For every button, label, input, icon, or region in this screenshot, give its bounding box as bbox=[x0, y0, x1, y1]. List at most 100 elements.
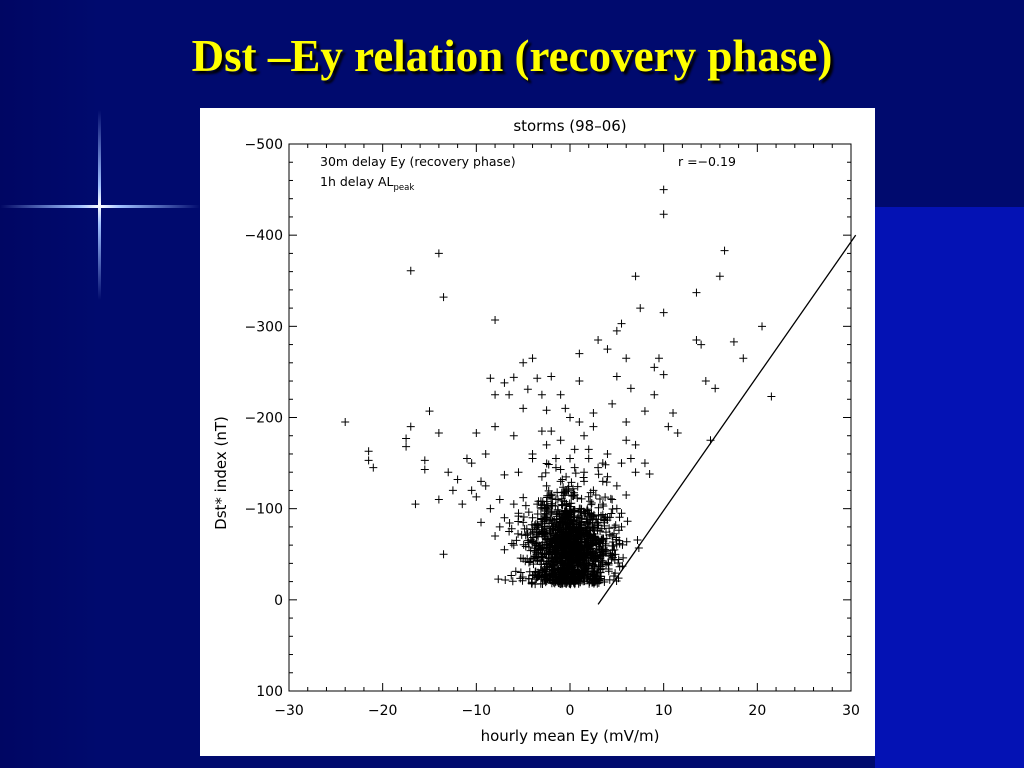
data-point bbox=[556, 390, 565, 399]
data-point bbox=[654, 354, 663, 363]
cluster-point bbox=[586, 497, 595, 506]
chart-panel: −30 −20 −10 0 10 20 30 −500 −400 −300 −200 −100 0 100… bbox=[200, 108, 875, 756]
cluster-point bbox=[611, 569, 620, 578]
cluster-point bbox=[593, 521, 602, 530]
data-point bbox=[420, 465, 429, 474]
cluster-point bbox=[580, 577, 589, 586]
cluster-point bbox=[521, 542, 530, 551]
data-point bbox=[519, 358, 528, 367]
cluster-point bbox=[569, 546, 578, 555]
data-point bbox=[720, 246, 729, 255]
data-point bbox=[509, 431, 518, 440]
x-tick-label: −20 bbox=[368, 703, 398, 719]
data-point bbox=[659, 370, 668, 379]
data-point bbox=[640, 407, 649, 416]
cluster-point bbox=[579, 507, 588, 516]
x-tick-label: −30 bbox=[274, 703, 304, 719]
cluster-point bbox=[551, 520, 560, 529]
data-point bbox=[509, 373, 518, 382]
data-point bbox=[659, 185, 668, 194]
data-point bbox=[402, 442, 411, 451]
cluster-point bbox=[592, 515, 601, 524]
cluster-point bbox=[562, 508, 571, 517]
cluster-point bbox=[546, 514, 555, 523]
cluster-point bbox=[600, 575, 609, 584]
cluster-point bbox=[609, 529, 618, 538]
cluster-point bbox=[559, 574, 568, 583]
cluster-point bbox=[532, 552, 541, 561]
cluster-point bbox=[524, 508, 533, 517]
cluster-point bbox=[560, 561, 569, 570]
data-point bbox=[528, 354, 537, 363]
data-point bbox=[739, 354, 748, 363]
cluster-point bbox=[562, 501, 571, 510]
cluster-point bbox=[530, 546, 539, 555]
data-point bbox=[622, 418, 631, 427]
data-point bbox=[509, 541, 518, 550]
cluster-point bbox=[533, 521, 542, 530]
cluster-point bbox=[525, 567, 534, 576]
data-point bbox=[434, 428, 443, 437]
data-point bbox=[706, 436, 715, 445]
cluster-point bbox=[590, 571, 599, 580]
y-tick-label: −400 bbox=[245, 228, 283, 244]
data-point bbox=[608, 495, 617, 504]
cluster-point bbox=[565, 522, 574, 531]
data-point bbox=[626, 384, 635, 393]
data-point bbox=[561, 404, 570, 413]
cluster-point bbox=[614, 555, 623, 564]
data-point bbox=[523, 385, 532, 394]
data-point bbox=[612, 372, 621, 381]
cluster-point bbox=[577, 542, 586, 551]
cluster-point bbox=[599, 539, 608, 548]
data-point bbox=[701, 377, 710, 386]
cluster-point bbox=[524, 574, 533, 583]
x-tick-label: 10 bbox=[655, 703, 673, 719]
data-point bbox=[584, 445, 593, 454]
cluster-point bbox=[552, 515, 561, 524]
cluster-point bbox=[527, 520, 536, 529]
data-point bbox=[617, 319, 626, 328]
data-point bbox=[406, 266, 415, 275]
cluster-point bbox=[571, 469, 580, 478]
cluster-point bbox=[548, 569, 557, 578]
cluster-point bbox=[512, 536, 521, 545]
data-point bbox=[458, 500, 467, 509]
data-point bbox=[556, 477, 565, 486]
data-point bbox=[636, 304, 645, 313]
data-point bbox=[622, 354, 631, 363]
cluster-point bbox=[520, 524, 529, 533]
cluster-point bbox=[507, 524, 516, 533]
scatter-chart: −30 −20 −10 0 10 20 30−500−400−300−200−1000100… bbox=[212, 117, 860, 745]
cluster-point bbox=[573, 539, 582, 548]
cluster-point bbox=[550, 539, 559, 548]
cluster-point bbox=[533, 556, 542, 565]
data-point bbox=[570, 463, 579, 472]
data-point bbox=[364, 447, 373, 456]
data-point bbox=[598, 477, 607, 486]
data-point bbox=[697, 340, 706, 349]
cluster-point bbox=[559, 531, 568, 540]
cluster-point bbox=[592, 546, 601, 555]
data-point bbox=[608, 399, 617, 408]
data-point bbox=[486, 504, 495, 513]
cluster-point bbox=[540, 575, 549, 584]
cluster-point bbox=[615, 513, 624, 522]
cluster-point bbox=[553, 555, 562, 564]
cluster-point bbox=[562, 550, 571, 559]
cluster-point bbox=[587, 510, 596, 519]
cluster-point bbox=[508, 577, 517, 586]
cluster-point bbox=[558, 520, 567, 529]
cluster-point bbox=[527, 579, 536, 588]
cluster-point bbox=[597, 534, 606, 543]
x-tick-label: 0 bbox=[566, 703, 575, 719]
cluster-point bbox=[586, 488, 595, 497]
data-point bbox=[580, 431, 589, 440]
y-tick-label: 100 bbox=[256, 684, 283, 700]
cluster-point bbox=[606, 551, 615, 560]
data-points bbox=[341, 185, 776, 589]
cluster-point bbox=[584, 492, 593, 501]
cluster-point bbox=[553, 495, 562, 504]
cluster-point bbox=[596, 527, 605, 536]
data-point bbox=[462, 454, 471, 463]
